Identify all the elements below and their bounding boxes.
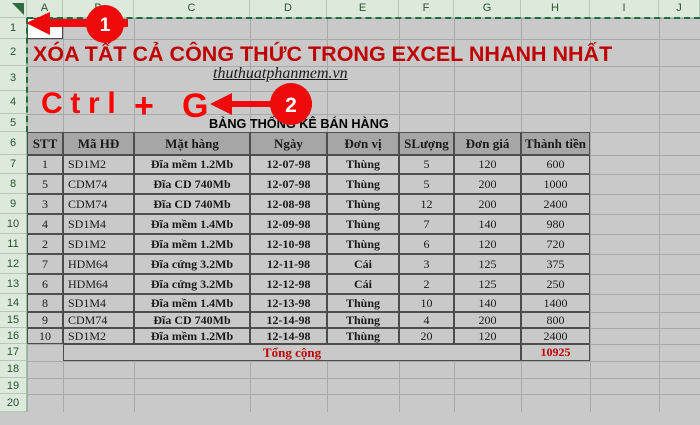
- svg-text:2: 2: [285, 94, 297, 117]
- svg-text:1: 1: [100, 15, 111, 36]
